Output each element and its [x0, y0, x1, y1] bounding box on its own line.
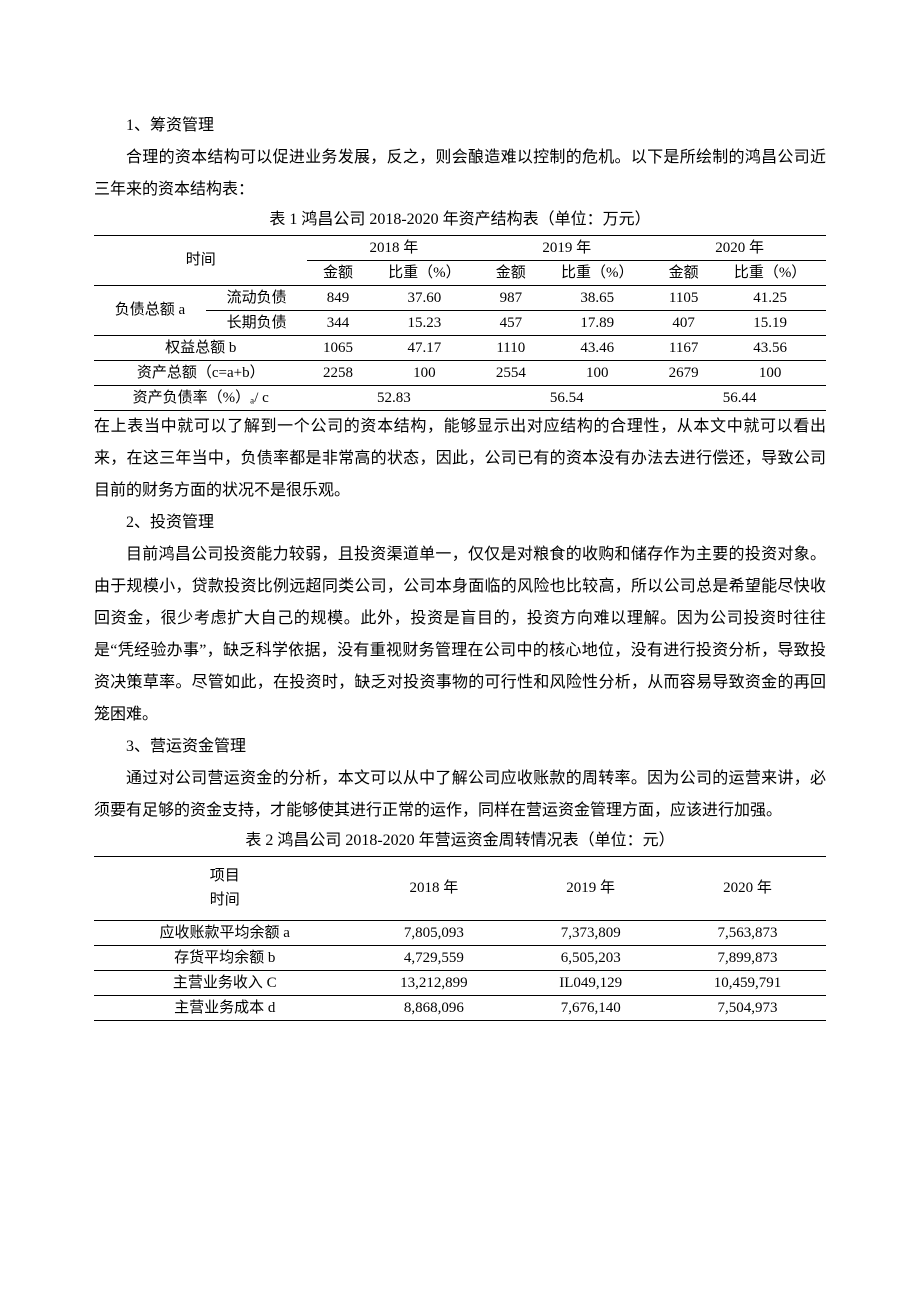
- table-2-header-year-2019: 2019 年: [512, 856, 669, 920]
- table-1-header-time: 时间: [94, 235, 307, 285]
- table-1-cell-assets-label: 资产总额（c=a+b）: [94, 360, 307, 385]
- table-row: 资产总额（c=a+b） 2258 100 2554 100 2679 100: [94, 360, 826, 385]
- table-row: 资产负债率（%）ₐ/ c 52.83 56.54 56.44: [94, 385, 826, 410]
- table-1-cell: 43.46: [541, 335, 653, 360]
- section-2-heading: 2、投资管理: [94, 507, 826, 539]
- section-1-heading: 1、筹资管理: [94, 110, 826, 142]
- table-1-cell: 38.65: [541, 285, 653, 310]
- table-2-caption: 表 2 鸿昌公司 2018-2020 年营运资金周转情况表（单位：元）: [94, 827, 826, 856]
- table-1-header-year-2019: 2019 年: [480, 235, 653, 260]
- table-1-cell: 52.83: [307, 385, 480, 410]
- table-1-cell: 100: [368, 360, 480, 385]
- table-1-cell: 15.23: [368, 310, 480, 335]
- table-2-cell: 4,729,559: [355, 945, 512, 970]
- table-2-cell-label: 主营业务收入 C: [94, 970, 355, 995]
- table-1-cell: 344: [307, 310, 368, 335]
- table-row: 负债总额 a 流动负债 849 37.60 987 38.65 1105 41.…: [94, 285, 826, 310]
- table-1-header-amount: 金额: [480, 260, 541, 285]
- table-2-cell: 8,868,096: [355, 995, 512, 1020]
- table-2-cell-label: 存货平均余额 b: [94, 945, 355, 970]
- section-3-paragraph: 通过对公司营运资金的分析，本文可以从中了解公司应收账款的周转率。因为公司的运营来…: [94, 763, 826, 827]
- table-row: 应收账款平均余额 a 7,805,093 7,373,809 7,563,873: [94, 920, 826, 945]
- table-1-cell: 56.44: [653, 385, 826, 410]
- table-2-cell: IL049,129: [512, 970, 669, 995]
- table-row: 项目 时间 2018 年 2019 年 2020 年: [94, 856, 826, 920]
- table-1-cell-liab-current-label: 流动负债: [206, 285, 308, 310]
- table-row: 存货平均余额 b 4,729,559 6,505,203 7,899,873: [94, 945, 826, 970]
- table-1-cell: 407: [653, 310, 714, 335]
- section-3-heading: 3、营运资金管理: [94, 731, 826, 763]
- table-1-cell: 1105: [653, 285, 714, 310]
- table-1: 时间 2018 年 2019 年 2020 年 金额 比重（%） 金额 比重（%…: [94, 235, 826, 411]
- table-1-header-ratio: 比重（%）: [541, 260, 653, 285]
- table-2-cell: 6,505,203: [512, 945, 669, 970]
- table-2-cell: 7,563,873: [669, 920, 826, 945]
- table-2-header-year-2020: 2020 年: [669, 856, 826, 920]
- table-1-cell: 47.17: [368, 335, 480, 360]
- table-1-after-paragraph: 在上表当中就可以了解到一个公司的资本结构，能够显示出对应结构的合理性，从本文中就…: [94, 411, 826, 507]
- table-2-cell: 7,504,973: [669, 995, 826, 1020]
- table-2: 项目 时间 2018 年 2019 年 2020 年 应收账款平均余额 a 7,…: [94, 856, 826, 1021]
- table-1-cell-liab-total: 负债总额 a: [94, 285, 206, 335]
- table-1-cell: 457: [480, 310, 541, 335]
- table-1-cell-debtratio-label: 资产负债率（%）ₐ/ c: [94, 385, 307, 410]
- table-2-cell: 13,212,899: [355, 970, 512, 995]
- table-2-cell: 7,805,093: [355, 920, 512, 945]
- table-2-header-year-2018: 2018 年: [355, 856, 512, 920]
- table-1-header-ratio: 比重（%）: [368, 260, 480, 285]
- table-1-cell: 37.60: [368, 285, 480, 310]
- table-2-cell-label: 主营业务成本 d: [94, 995, 355, 1020]
- table-2-header-item-line1: 项目: [210, 868, 240, 884]
- section-2-paragraph: 目前鸿昌公司投资能力较弱，且投资渠道单一，仅仅是对粮食的收购和储存作为主要的投资…: [94, 539, 826, 731]
- table-2-cell: 10,459,791: [669, 970, 826, 995]
- table-row: 主营业务成本 d 8,868,096 7,676,140 7,504,973: [94, 995, 826, 1020]
- table-1-header-year-2018: 2018 年: [307, 235, 480, 260]
- table-2-header-item: 项目 时间: [94, 856, 355, 920]
- table-1-cell: 2554: [480, 360, 541, 385]
- table-1-cell: 987: [480, 285, 541, 310]
- table-row: 主营业务收入 C 13,212,899 IL049,129 10,459,791: [94, 970, 826, 995]
- table-1-cell: 41.25: [714, 285, 826, 310]
- table-1-cell-liab-long-label: 长期负债: [206, 310, 308, 335]
- table-1-cell: 100: [714, 360, 826, 385]
- table-2-header-item-line2: 时间: [210, 892, 240, 908]
- table-1-cell-equity-label: 权益总额 b: [94, 335, 307, 360]
- table-1-header-year-2020: 2020 年: [653, 235, 826, 260]
- table-1-cell: 1110: [480, 335, 541, 360]
- table-2-cell: 7,899,873: [669, 945, 826, 970]
- table-1-cell: 100: [541, 360, 653, 385]
- table-1-cell: 15.19: [714, 310, 826, 335]
- table-1-cell: 43.56: [714, 335, 826, 360]
- table-1-cell: 849: [307, 285, 368, 310]
- table-1-header-amount: 金额: [307, 260, 368, 285]
- table-2-cell: 7,373,809: [512, 920, 669, 945]
- table-1-cell: 1065: [307, 335, 368, 360]
- table-1-header-amount: 金额: [653, 260, 714, 285]
- table-1-cell: 56.54: [480, 385, 653, 410]
- table-2-cell: 7,676,140: [512, 995, 669, 1020]
- table-1-header-ratio: 比重（%）: [714, 260, 826, 285]
- table-1-cell: 2679: [653, 360, 714, 385]
- table-2-cell-label: 应收账款平均余额 a: [94, 920, 355, 945]
- table-1-cell: 17.89: [541, 310, 653, 335]
- table-row: 权益总额 b 1065 47.17 1110 43.46 1167 43.56: [94, 335, 826, 360]
- table-row: 时间 2018 年 2019 年 2020 年: [94, 235, 826, 260]
- table-1-cell: 1167: [653, 335, 714, 360]
- section-1-paragraph: 合理的资本结构可以促进业务发展，反之，则会酿造难以控制的危机。以下是所绘制的鸿昌…: [94, 142, 826, 206]
- table-1-cell: 2258: [307, 360, 368, 385]
- table-1-caption: 表 1 鸿昌公司 2018-2020 年资产结构表（单位：万元）: [94, 206, 826, 235]
